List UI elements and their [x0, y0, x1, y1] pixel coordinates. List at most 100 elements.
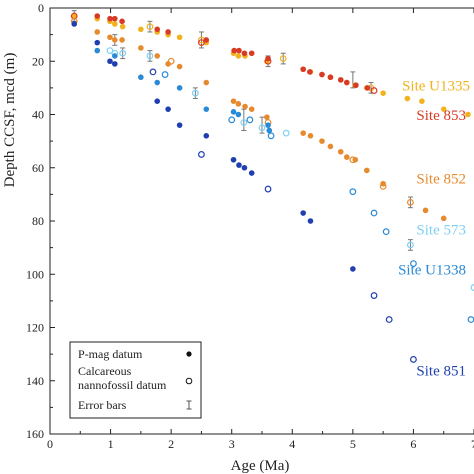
nannofossil-point: [240, 119, 248, 126]
pmag-point: [319, 138, 325, 144]
pmag-point: [203, 133, 210, 139]
error-bar: [147, 50, 153, 62]
pmag-point: [107, 34, 113, 41]
series-label: Site U1335: [402, 79, 470, 95]
pmag-point: [235, 53, 242, 59]
nannofossil-point: [370, 209, 378, 217]
nannofossil-point: [264, 57, 272, 65]
pmag-point: [241, 164, 248, 171]
pmag-point: [112, 15, 118, 22]
pmag-point: [112, 37, 118, 43]
nannofossil-point: [349, 188, 357, 196]
nannofossil-point: [467, 316, 474, 323]
nannofossil-point: [470, 284, 474, 291]
pmag-point: [327, 143, 334, 150]
pmag-point: [138, 26, 144, 33]
pmag-point: [154, 98, 161, 104]
pmag-point: [154, 53, 161, 59]
pmag-point: [112, 61, 118, 67]
y-tick-label: 160: [26, 427, 44, 441]
pmag-point: [203, 106, 210, 112]
legend-box: [69, 341, 202, 419]
y-tick-label: 20: [32, 54, 44, 68]
pmag-point: [344, 79, 350, 86]
pmag-point: [138, 45, 144, 51]
pmag-point: [230, 109, 237, 115]
pmag-point: [176, 34, 183, 41]
nannofossil-point: [267, 132, 275, 140]
pmag-point: [94, 13, 101, 19]
pmag-point: [337, 148, 344, 155]
y-tick-label: 120: [26, 321, 44, 335]
pmag-point: [236, 47, 242, 54]
legend-label-pmag: P-mag datum: [78, 347, 143, 361]
pmag-point: [440, 215, 447, 222]
error-bar: [407, 239, 413, 251]
y-tick-label: 40: [32, 108, 44, 122]
nannofossil-point: [198, 39, 205, 47]
nannofossil-point: [410, 356, 417, 363]
nannofossil-point: [161, 71, 169, 78]
pmag-point: [165, 106, 171, 112]
pmag-point: [300, 210, 306, 216]
legend: P-mag datum Calcareous nannofossil datum…: [69, 341, 202, 419]
pmag-point: [307, 218, 314, 224]
pmag-point: [236, 162, 242, 168]
pmag-point: [422, 207, 429, 214]
pmag-point: [119, 37, 125, 43]
nannofossil-point: [410, 260, 417, 268]
nannofossil-point: [191, 89, 199, 97]
error-bar: [147, 20, 153, 33]
pmag-point: [94, 29, 101, 35]
nannofossil-point: [349, 156, 357, 164]
nannofossil-point: [407, 198, 414, 206]
pmag-point: [300, 66, 306, 73]
pmag-point: [235, 101, 242, 107]
x-tick-label: 7: [471, 437, 474, 451]
pmag-point: [176, 63, 183, 70]
pmag-point: [265, 122, 271, 128]
pmag-point: [154, 79, 161, 86]
nannofossil-point: [258, 124, 266, 132]
nannofossil-point: [385, 316, 393, 323]
series-label: Site 573: [416, 222, 466, 238]
pmag-point: [327, 74, 334, 81]
pmag-point: [71, 21, 78, 27]
legend-marker-nannofossil: [185, 377, 193, 385]
pmag-point: [300, 130, 306, 136]
series-label: Site U1338: [398, 262, 466, 278]
x-tick-label: 6: [410, 437, 416, 451]
pmag-point: [165, 29, 171, 35]
error-bar: [120, 47, 126, 60]
pmag-point: [154, 26, 161, 33]
nannofossil-point: [146, 23, 154, 31]
pmag-point: [71, 13, 78, 19]
pmag-point: [419, 98, 425, 104]
nannofossil-point: [279, 55, 287, 62]
pmag-point: [404, 95, 411, 102]
x-tick-label: 0: [47, 437, 53, 451]
error-bar: [407, 196, 413, 209]
pmag-point: [440, 106, 447, 112]
x-tick-label: 1: [108, 437, 114, 451]
pmag-point: [264, 114, 270, 120]
pmag-point: [165, 61, 171, 67]
pmag-point: [231, 47, 237, 54]
pmag-point: [319, 71, 325, 78]
nannofossil-point: [407, 241, 414, 249]
pmag-point: [350, 266, 356, 272]
nannofossil-point: [167, 57, 175, 65]
pmag-point: [307, 69, 313, 75]
pmag-point: [112, 53, 118, 59]
pmag-point: [248, 50, 255, 57]
nannofossil-point: [149, 68, 157, 76]
y-tick-label: 60: [32, 161, 44, 175]
legend-label-nannofossil-line2: nannofossil datum: [78, 378, 167, 392]
pmag-point: [112, 21, 118, 27]
pmag-point: [242, 103, 248, 110]
nannofossil-point: [119, 49, 127, 57]
pmag-point: [344, 154, 350, 160]
y-axis-label: Depth CCSF, mcd (m): [2, 53, 18, 188]
y-tick-label: 0: [38, 1, 44, 15]
